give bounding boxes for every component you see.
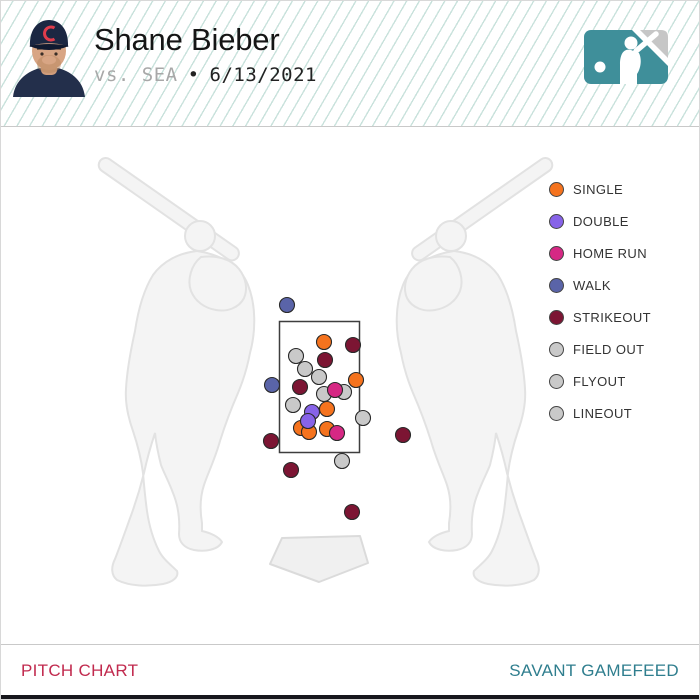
legend-label-strikeout: STRIKEOUT (573, 309, 651, 325)
legend-dot-home-run (549, 245, 564, 261)
legend-item-lineout: LINEOUT (549, 397, 651, 429)
legend-item-strikeout: STRIKEOUT (549, 301, 651, 333)
legend-item-single: SINGLE (549, 173, 651, 205)
pitch-dot-out[interactable] (296, 360, 314, 378)
pitch-dot-walk[interactable] (278, 296, 296, 314)
title-block: Shane Bieber vs. SEA • 6/13/2021 (94, 22, 317, 86)
pitch-dots (262, 296, 412, 521)
home-plate (269, 535, 369, 583)
legend-label-double: DOUBLE (573, 213, 629, 229)
legend-item-home-run: HOME RUN (549, 237, 651, 269)
pitch-dot-out[interactable] (333, 452, 351, 470)
legend-label-home-run: HOME RUN (573, 245, 647, 261)
pitch-dot-double[interactable] (299, 412, 317, 430)
legend-label-field-out: FIELD OUT (573, 341, 645, 357)
pitch-dot-single[interactable] (315, 333, 333, 351)
pitch-chart-tab[interactable]: PITCH CHART (21, 661, 139, 680)
player-headshot (13, 20, 85, 97)
legend-label-walk: WALK (573, 277, 611, 293)
pitch-dot-out[interactable] (287, 347, 305, 365)
bullet-separator: • (187, 64, 200, 87)
legend-item-field-out: FIELD OUT (549, 333, 651, 365)
pitch-dot-strikeout[interactable] (291, 378, 309, 396)
pitch-dot-out[interactable] (354, 409, 372, 427)
header: Shane Bieber vs. SEA • 6/13/2021 (1, 1, 699, 127)
pitch-dot-strikeout[interactable] (282, 461, 300, 479)
mlb-logo-icon (584, 30, 668, 84)
legend-item-flyout: FLYOUT (549, 365, 651, 397)
pitch-dot-strikeout[interactable] (316, 351, 334, 369)
batter-silhouette-right (395, 154, 557, 587)
opponent-label: vs. SEA (94, 64, 178, 87)
legend-label-single: SINGLE (573, 181, 624, 197)
pitch-dot-strikeout[interactable] (343, 503, 361, 521)
batter-silhouette-left (94, 154, 256, 587)
pitch-dot-out[interactable] (310, 368, 328, 386)
legend-dot-double (549, 213, 564, 229)
legend-dot-strikeout (549, 309, 564, 325)
legend-label-lineout: LINEOUT (573, 405, 633, 421)
player-name: Shane Bieber (94, 22, 280, 57)
pitch-dot-strikeout[interactable] (262, 432, 280, 450)
legend-dot-walk (549, 277, 564, 293)
legend-item-walk: WALK (549, 269, 651, 301)
pitch-dot-home_run[interactable] (326, 381, 344, 399)
pitch-dot-single[interactable] (318, 400, 336, 418)
legend-label-flyout: FLYOUT (573, 373, 626, 389)
pitch-dot-strikeout[interactable] (394, 426, 412, 444)
matchup-line: vs. SEA • 6/13/2021 (94, 64, 317, 86)
legend-dot-single (549, 181, 564, 197)
pitch-dot-home_run[interactable] (328, 424, 346, 442)
legend-dot-field-out (549, 341, 564, 357)
pitch-dot-single[interactable] (347, 371, 365, 389)
footer: PITCH CHART SAVANT GAMEFEED (1, 644, 699, 697)
game-date: 6/13/2021 (209, 64, 317, 87)
pitch-dot-out[interactable] (284, 396, 302, 414)
outcome-legend: SINGLE DOUBLE HOME RUN WALK STRIKEOUT FI… (549, 173, 651, 429)
pitch-dot-walk[interactable] (263, 376, 281, 394)
cap-c-logo (43, 25, 56, 42)
legend-item-double: DOUBLE (549, 205, 651, 237)
pitch-dot-strikeout[interactable] (344, 336, 362, 354)
bottom-accent-bar (1, 695, 699, 699)
legend-dot-flyout (549, 373, 564, 389)
savant-gamefeed-link[interactable]: SAVANT GAMEFEED (509, 661, 679, 680)
cap (29, 20, 69, 47)
legend-dot-lineout (549, 405, 564, 421)
